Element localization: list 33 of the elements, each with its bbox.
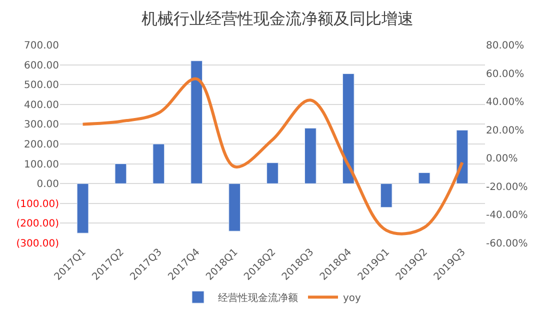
y2-tick-label: -20.00% <box>486 182 528 193</box>
bar <box>380 183 392 208</box>
y-tick-label: 700.00 <box>24 40 59 52</box>
bar <box>190 60 203 184</box>
y-tick-label: (100.00) <box>16 198 60 210</box>
y-tick-label: 500.00 <box>24 80 59 92</box>
y2-tick-label: -60.00% <box>486 238 528 250</box>
bar <box>456 130 468 184</box>
y2-tick-label: -40.00% <box>486 210 528 222</box>
y2-tick-label: 80.00% <box>486 40 524 52</box>
y-tick-label: 600.00 <box>24 60 59 72</box>
y-tick-label: 200.00 <box>24 140 59 150</box>
bar <box>304 128 316 184</box>
y2-tick-label: 60.00% <box>486 68 524 80</box>
chart-title: 机械行业经营性现金流净额及同比增速 <box>142 9 414 28</box>
bar <box>228 183 240 232</box>
y-tick-label: 400.00 <box>24 100 59 111</box>
legend-label: 经营性现金流净额 <box>218 292 298 304</box>
bar <box>152 144 165 184</box>
legend-label: yoy <box>343 293 362 304</box>
y2-tick-label: 20.00% <box>486 125 524 136</box>
y-tick-label: (200.00) <box>16 218 60 230</box>
y-tick-label: 300.00 <box>24 120 59 131</box>
y-tick-label: 100.00 <box>24 159 59 170</box>
bar <box>266 162 278 184</box>
bar <box>418 172 430 184</box>
y2-tick-label: 0.00% <box>486 154 518 165</box>
bar <box>76 183 89 234</box>
bar <box>342 73 354 184</box>
y-tick-label: 0.00 <box>36 179 59 190</box>
bar <box>114 164 127 184</box>
y-tick-label: (300.00) <box>16 238 60 250</box>
y2-tick-label: 40.00% <box>486 97 524 108</box>
